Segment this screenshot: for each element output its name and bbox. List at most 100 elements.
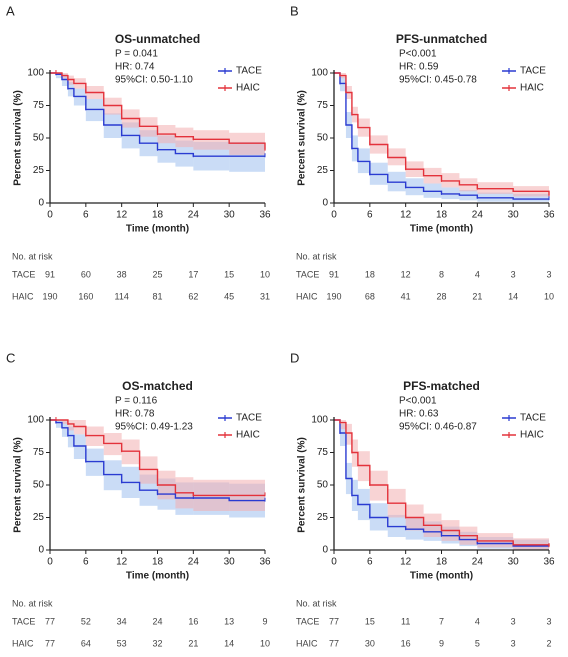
risk-row-name: HAIC	[296, 638, 318, 648]
x-tick-label: 24	[188, 557, 200, 568]
x-axis-label: Time (month)	[126, 571, 189, 582]
risk-value: 25	[152, 269, 162, 279]
risk-value: 24	[152, 616, 162, 626]
risk-value: 2	[546, 638, 551, 648]
risk-value: 12	[401, 269, 411, 279]
risk-value: 15	[224, 269, 234, 279]
risk-table-title: No. at risk	[12, 598, 53, 608]
risk-value: 9	[262, 616, 267, 626]
risk-value: 17	[188, 269, 198, 279]
x-tick-label: 18	[152, 210, 164, 221]
risk-value: 30	[365, 638, 375, 648]
risk-row-name: TACE	[296, 616, 319, 626]
x-tick-label: 6	[367, 557, 373, 568]
x-tick-label: 24	[472, 210, 484, 221]
chart-title: PFS-unmatched	[396, 32, 487, 46]
ci-band	[55, 420, 62, 428]
x-tick-label: 6	[367, 210, 373, 221]
risk-row-name: TACE	[296, 269, 319, 279]
y-tick-label: 75	[317, 100, 329, 111]
survival-curve	[50, 419, 265, 502]
survival-curve	[334, 72, 549, 200]
risk-value: 190	[326, 291, 341, 301]
risk-value: 91	[45, 269, 55, 279]
stat-annotation: P = 0.041	[115, 49, 158, 60]
risk-value: 4	[475, 269, 480, 279]
y-tick-label: 75	[33, 447, 45, 458]
y-axis-label: Percent survival (%)	[13, 90, 24, 186]
x-tick-label: 36	[259, 557, 271, 568]
survival-curve	[50, 72, 265, 157]
risk-value: 3	[546, 616, 551, 626]
x-tick-label: 0	[331, 210, 337, 221]
legend-label: HAIC	[520, 83, 544, 94]
risk-value: 21	[188, 638, 198, 648]
y-tick-label: 75	[33, 100, 45, 111]
x-tick-label: 24	[472, 557, 484, 568]
survival-curve	[334, 419, 550, 547]
panel: A OS-unmatched P = 0.041 HR: 0.74 95%CI: 0.5…	[6, 3, 271, 301]
x-tick-label: 6	[83, 210, 89, 221]
risk-row-name: TACE	[12, 616, 35, 626]
y-tick-label: 25	[33, 165, 45, 176]
survival-curve	[334, 419, 549, 547]
stat-annotation: P = 0.116	[115, 396, 158, 407]
risk-value: 5	[475, 638, 480, 648]
panel-label: C	[6, 350, 15, 365]
risk-value: 15	[365, 616, 375, 626]
risk-value: 3	[546, 269, 551, 279]
x-tick-label: 18	[436, 210, 448, 221]
stat-annotation: P<0.001	[399, 396, 437, 407]
risk-value: 28	[436, 291, 446, 301]
risk-row-name: HAIC	[12, 291, 34, 301]
risk-value: 4	[475, 616, 480, 626]
panel-label: B	[290, 3, 299, 18]
risk-value: 7	[439, 616, 444, 626]
risk-value: 31	[260, 291, 270, 301]
risk-value: 68	[365, 291, 375, 301]
panel: D PFS-matched P<0.001 HR: 0.63 95%CI: 0.46-0…	[290, 350, 555, 648]
risk-value: 21	[472, 291, 482, 301]
x-tick-label: 12	[116, 210, 128, 221]
risk-value: 16	[401, 638, 411, 648]
risk-value: 3	[511, 616, 516, 626]
x-tick-label: 36	[259, 210, 271, 221]
ci-band	[339, 420, 346, 430]
risk-row-name: HAIC	[12, 638, 34, 648]
risk-table-title: No. at risk	[12, 251, 53, 261]
panel: C OS-matched P = 0.116 HR: 0.78 95%CI: 0.49-…	[6, 350, 271, 648]
stat-annotation: HR: 0.74	[115, 62, 155, 73]
risk-value: 114	[114, 291, 128, 301]
y-tick-label: 25	[33, 512, 45, 523]
y-tick-label: 50	[317, 480, 329, 491]
ci-band	[61, 421, 68, 437]
risk-value: 77	[329, 638, 339, 648]
x-tick-label: 6	[83, 557, 89, 568]
legend-label: TACE	[520, 66, 546, 77]
legend-label: HAIC	[236, 430, 260, 441]
risk-value: 41	[401, 291, 411, 301]
risk-value: 60	[81, 269, 91, 279]
y-tick-label: 0	[322, 545, 328, 556]
risk-value: 14	[508, 291, 518, 301]
y-tick-label: 25	[317, 512, 329, 523]
x-tick-label: 36	[543, 557, 555, 568]
x-tick-label: 30	[508, 557, 520, 568]
stat-annotation: HR: 0.78	[115, 409, 155, 420]
risk-value: 77	[45, 638, 55, 648]
ci-band	[67, 426, 74, 448]
risk-value: 16	[188, 616, 198, 626]
chart-title: OS-unmatched	[115, 32, 200, 46]
risk-row-name: HAIC	[296, 291, 318, 301]
risk-value: 32	[152, 638, 162, 648]
y-tick-label: 75	[317, 447, 329, 458]
risk-value: 91	[329, 269, 339, 279]
risk-value: 81	[152, 291, 162, 301]
risk-value: 10	[260, 269, 270, 279]
stat-annotation: P<0.001	[399, 49, 437, 60]
x-tick-label: 0	[47, 210, 53, 221]
risk-value: 11	[401, 616, 410, 626]
risk-value: 77	[45, 616, 55, 626]
stat-annotation: HR: 0.63	[399, 409, 439, 420]
stat-annotation: 95%CI: 0.50-1.10	[115, 75, 193, 86]
